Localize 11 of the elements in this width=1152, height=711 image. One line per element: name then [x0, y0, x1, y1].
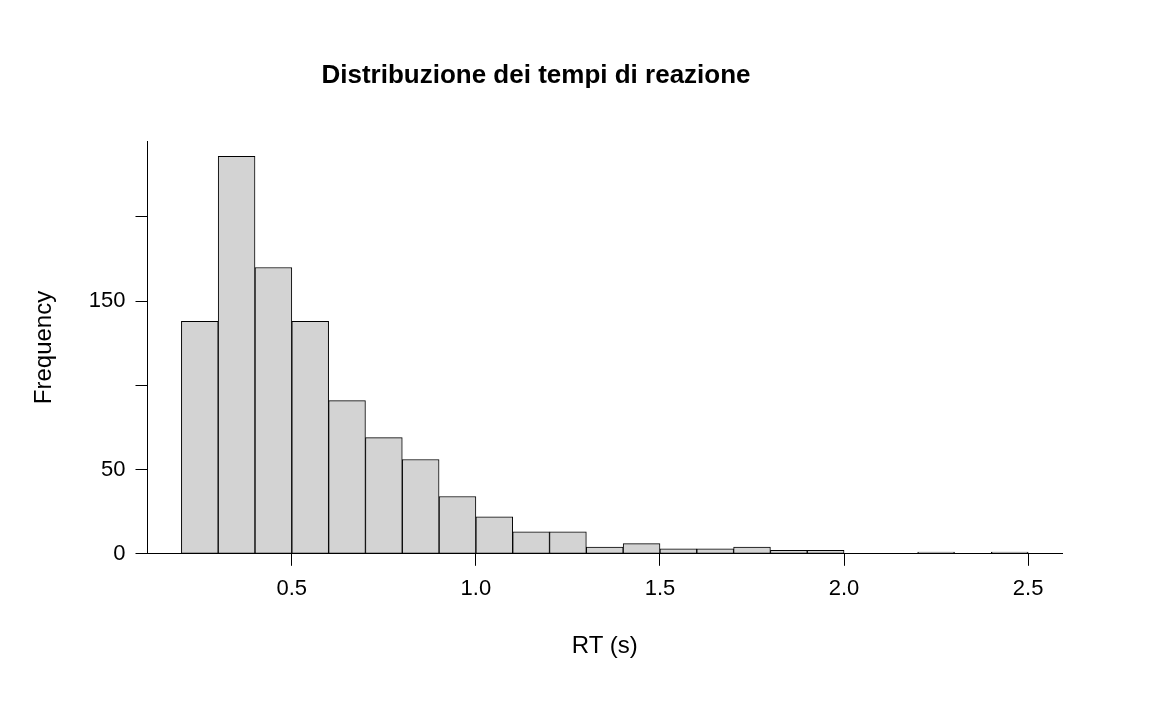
y-tick-label: 50 [101, 455, 126, 481]
y-axis-title: Frequency [29, 290, 57, 405]
y-tick-label: 0 [113, 539, 126, 565]
x-tick-label: 2.0 [828, 575, 860, 601]
x-tick-label: 0.5 [276, 575, 308, 601]
x-tick-label: 2.5 [1012, 575, 1044, 601]
x-tick-label: 1.0 [460, 575, 492, 601]
chart-title: Distribuzione dei tempi di reazione [321, 58, 751, 89]
x-tick-label: 1.5 [644, 575, 676, 601]
y-tick-label: 150 [88, 287, 126, 313]
x-axis-title: RT (s) [571, 631, 638, 659]
